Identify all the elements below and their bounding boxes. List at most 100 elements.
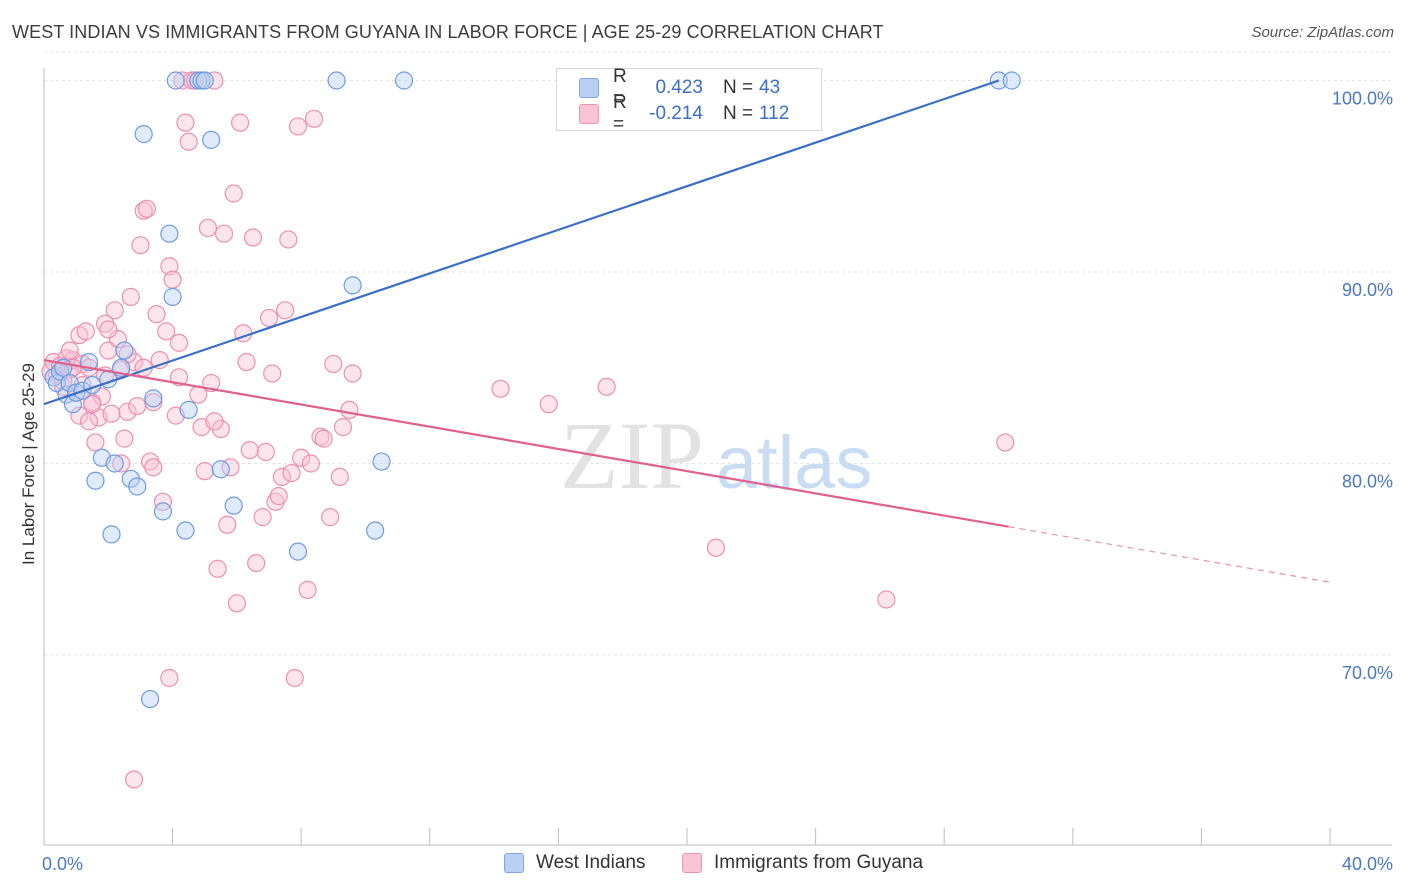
data-point[interactable] — [372, 452, 391, 471]
data-point[interactable] — [128, 477, 147, 496]
data-point[interactable] — [128, 396, 147, 416]
data-point[interactable] — [343, 364, 362, 383]
data-point[interactable] — [54, 372, 73, 391]
data-point[interactable] — [137, 199, 156, 218]
data-point[interactable] — [597, 377, 616, 396]
data-point[interactable] — [288, 542, 308, 561]
data-point[interactable] — [102, 404, 121, 423]
data-point[interactable] — [147, 305, 166, 324]
data-point[interactable] — [166, 71, 185, 90]
data-point[interactable] — [288, 117, 308, 136]
data-point[interactable] — [198, 218, 218, 238]
data-point[interactable] — [140, 452, 160, 471]
data-point[interactable] — [70, 406, 89, 425]
data-point[interactable] — [202, 130, 221, 149]
data-point[interactable] — [292, 448, 311, 467]
data-point[interactable] — [169, 333, 189, 352]
data-point[interactable] — [333, 418, 353, 437]
data-point[interactable] — [205, 71, 224, 90]
data-point[interactable] — [208, 559, 227, 578]
data-point[interactable] — [394, 71, 414, 90]
data-point[interactable] — [343, 276, 362, 295]
data-point[interactable] — [131, 236, 150, 255]
data-point[interactable] — [340, 400, 359, 419]
data-point[interactable] — [160, 224, 179, 243]
data-point[interactable] — [218, 515, 237, 534]
data-point[interactable] — [282, 463, 301, 483]
data-point[interactable] — [491, 379, 510, 398]
data-point[interactable] — [112, 454, 131, 473]
data-point[interactable] — [63, 395, 83, 414]
data-point[interactable] — [996, 433, 1015, 452]
data-point[interactable] — [224, 184, 243, 203]
legend-item-guyana[interactable]: Immigrants from Guyana — [682, 852, 923, 874]
data-point[interactable] — [266, 492, 285, 511]
data-point[interactable] — [330, 467, 349, 487]
data-point[interactable] — [163, 270, 182, 289]
data-point[interactable] — [173, 71, 192, 90]
data-point[interactable] — [160, 668, 179, 688]
data-point[interactable] — [144, 389, 163, 408]
data-point[interactable] — [86, 433, 105, 452]
data-point[interactable] — [253, 508, 272, 527]
data-point[interactable] — [163, 287, 182, 306]
legend-item-west-indians[interactable]: West Indians — [504, 852, 645, 874]
data-point[interactable] — [1002, 71, 1021, 90]
data-point[interactable] — [321, 508, 340, 527]
data-point[interactable] — [259, 308, 279, 328]
data-point[interactable] — [366, 521, 385, 540]
data-point[interactable] — [240, 440, 259, 460]
data-point[interactable] — [153, 492, 173, 511]
data-point[interactable] — [539, 395, 558, 414]
data-point[interactable] — [195, 462, 214, 481]
data-point[interactable] — [99, 320, 118, 339]
data-point[interactable] — [144, 458, 163, 477]
data-point[interactable] — [214, 224, 234, 243]
data-point[interactable] — [108, 329, 128, 349]
data-point[interactable] — [179, 400, 198, 419]
data-point[interactable] — [179, 132, 198, 151]
data-point[interactable] — [79, 412, 99, 431]
data-point[interactable] — [276, 301, 295, 320]
data-point[interactable] — [877, 590, 896, 609]
data-point[interactable] — [83, 395, 102, 414]
data-point[interactable] — [160, 257, 179, 276]
data-point[interactable] — [706, 538, 726, 557]
data-point[interactable] — [205, 412, 224, 431]
data-point[interactable] — [176, 113, 195, 132]
data-point[interactable] — [243, 228, 263, 247]
data-point[interactable] — [227, 594, 246, 613]
data-point[interactable] — [211, 460, 230, 479]
data-point[interactable] — [153, 502, 173, 521]
data-point[interactable] — [86, 471, 105, 490]
data-point[interactable] — [124, 770, 144, 789]
data-point[interactable] — [237, 352, 256, 372]
data-point[interactable] — [324, 354, 343, 374]
data-point[interactable] — [95, 314, 115, 333]
data-point[interactable] — [121, 287, 140, 306]
data-point[interactable] — [115, 429, 134, 448]
data-point[interactable] — [311, 427, 330, 446]
data-point[interactable] — [231, 113, 250, 132]
data-point[interactable] — [304, 109, 324, 128]
data-point[interactable] — [269, 486, 288, 506]
data-point[interactable] — [76, 322, 95, 341]
data-point[interactable] — [314, 429, 333, 448]
data-point[interactable] — [157, 322, 176, 341]
data-point[interactable] — [301, 454, 320, 473]
data-point[interactable] — [279, 230, 298, 249]
data-point[interactable] — [256, 442, 275, 462]
data-point[interactable] — [272, 467, 292, 487]
data-point[interactable] — [195, 71, 214, 90]
data-point[interactable] — [105, 301, 124, 320]
data-point[interactable] — [176, 521, 195, 540]
data-point[interactable] — [134, 125, 153, 144]
data-point[interactable] — [285, 668, 304, 688]
data-point[interactable] — [105, 454, 124, 473]
data-point[interactable] — [140, 689, 160, 709]
data-point[interactable] — [60, 341, 79, 360]
data-point[interactable] — [102, 525, 121, 544]
data-point[interactable] — [134, 201, 153, 220]
data-point[interactable] — [263, 364, 282, 383]
data-point[interactable] — [115, 341, 134, 360]
